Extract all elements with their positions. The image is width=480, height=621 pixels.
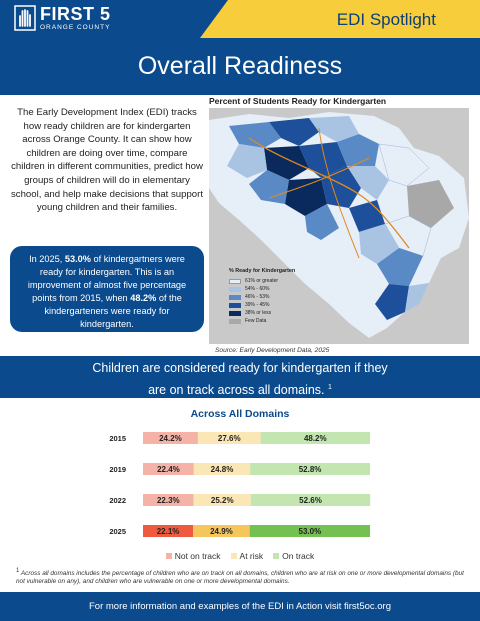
bar-at-risk: [197, 432, 261, 444]
bar-value-label: 24.2%: [159, 434, 182, 443]
callout-value-2015: 48.2%: [130, 293, 157, 304]
footnote-marker: 1: [16, 568, 20, 574]
intro-paragraph: The Early Development Index (EDI) tracks…: [11, 107, 203, 214]
header-accent: [200, 0, 480, 38]
legend-swatch: [229, 294, 241, 300]
callout-value-2025: 53.0%: [64, 254, 91, 264]
bar-value-label: 24.9%: [210, 527, 233, 536]
bar-value-label: 52.6%: [299, 496, 322, 505]
legend-swatch-on-track: [273, 553, 280, 559]
map-legend-item: 61% or greater: [229, 277, 295, 285]
domains-stacked-bar-chart: 2015 24.2% 27.6% 48.2% 2019 22.4% 24.8% 52.8% 20…: [109, 432, 371, 537]
year-label: 2015: [109, 434, 126, 443]
legend-swatch: [229, 302, 241, 308]
legend-swatch: [229, 310, 241, 316]
band-line-2: are on track across all domains. 1: [0, 378, 480, 400]
county-map-shape: [209, 112, 469, 338]
bar-value-label: 53.0%: [299, 527, 322, 536]
band-line-2-text: are on track across all domains.: [148, 383, 325, 398]
readiness-definition-band: Children are considered ready for kinder…: [0, 356, 480, 398]
bar-value-label: 22.3%: [157, 496, 180, 505]
bar-at-risk: [193, 525, 250, 537]
footnote-text: Across all domains includes the percenta…: [16, 570, 464, 586]
map-legend-item: Few Data: [229, 317, 295, 325]
map-legend: % Ready for Kindergarten 61% or greater …: [229, 268, 295, 325]
footnote: 1 Across all domains includes the percen…: [16, 568, 468, 587]
page-title: Overall Readiness: [137, 52, 343, 80]
first5-logo[interactable]: FIRST 5 ORANGE COUNTY: [14, 5, 111, 32]
map-legend-item: 54% - 60%: [229, 285, 295, 293]
legend-label: 61% or greater: [245, 278, 279, 284]
legend-at-risk: At risk: [230, 551, 264, 561]
bar-on-track: [250, 494, 371, 506]
map-legend-title: % Ready for Kindergarten: [229, 268, 296, 274]
readiness-callout: In 2025, 53.0% of kindergartners were re…: [10, 246, 204, 332]
bar-value-label: 24.8%: [211, 465, 234, 474]
header: FIRST 5 ORANGE COUNTY EDI Spotlight: [0, 0, 480, 38]
year-label: 2019: [109, 465, 126, 474]
legend-not-on-track: Not on track: [165, 551, 221, 561]
legend-label: 54% - 60%: [245, 286, 270, 292]
callout-text-3: of the kindergarteners were ready for ki…: [44, 293, 182, 330]
legend-label: 39% - 45%: [245, 302, 270, 308]
bar-value-label: 22.4%: [157, 465, 180, 474]
logo-text: FIRST 5: [40, 4, 111, 24]
map-legend-item: 38% or less: [229, 309, 295, 317]
readiness-map: % Ready for Kindergarten 61% or greater …: [209, 108, 469, 344]
legend-label: Not on track: [174, 551, 221, 561]
hand-logo-icon: [14, 5, 36, 31]
bar-not-on-track: [143, 463, 194, 475]
legend-swatch-at-risk: [230, 553, 237, 559]
legend-swatch-not-on-track: [165, 553, 172, 559]
edi-spotlight-label: EDI Spotlight: [336, 10, 436, 29]
bar-value-label: 25.2%: [211, 496, 234, 505]
legend-on-track: On track: [273, 551, 314, 561]
bar-value-label: 22.1%: [157, 527, 180, 536]
bar-on-track: [250, 463, 370, 475]
bar-at-risk: [193, 463, 251, 475]
map-source: Source: Early Development Data, 2025: [215, 347, 330, 354]
legend-swatch: [229, 278, 241, 284]
chart-legend: Not on track At risk On track: [0, 551, 480, 561]
callout-text-1: In 2025,: [29, 254, 65, 264]
footer-text[interactable]: For more information and examples of the…: [88, 601, 392, 612]
bar-not-on-track: [143, 432, 198, 444]
bar-at-risk: [193, 494, 251, 506]
legend-swatch: [229, 286, 241, 292]
bar-value-label: 48.2%: [304, 434, 327, 443]
year-label: 2022: [109, 496, 126, 505]
legend-swatch: [229, 318, 241, 324]
bar-not-on-track: [143, 494, 194, 506]
chart-title: Across All Domains: [190, 408, 290, 420]
map-title: Percent of Students Ready for Kindergart…: [209, 96, 387, 106]
band-footnote-ref: 1: [328, 384, 332, 391]
map-legend-item: 46% - 53%: [229, 293, 295, 301]
footer-bar: For more information and examples of the…: [0, 592, 480, 621]
title-bar: Overall Readiness: [0, 38, 480, 95]
legend-label: Few Data: [245, 318, 267, 324]
legend-label: At risk: [239, 551, 264, 561]
year-label: 2025: [109, 527, 126, 536]
legend-label: 38% or less: [245, 310, 272, 316]
legend-label: On track: [282, 551, 315, 561]
legend-label: 46% - 53%: [245, 294, 270, 300]
bar-on-track: [260, 432, 370, 444]
bar-on-track: [249, 525, 370, 537]
bar-not-on-track: [143, 525, 194, 537]
callout-text-2: of kindergartners were ready for kinderg…: [27, 254, 187, 304]
logo-subtext: ORANGE COUNTY: [40, 24, 111, 31]
bar-value-label: 52.8%: [299, 465, 322, 474]
band-line-1: Children are considered ready for kinder…: [92, 361, 388, 375]
map-legend-item: 39% - 45%: [229, 301, 295, 309]
bar-value-label: 27.6%: [218, 434, 241, 443]
